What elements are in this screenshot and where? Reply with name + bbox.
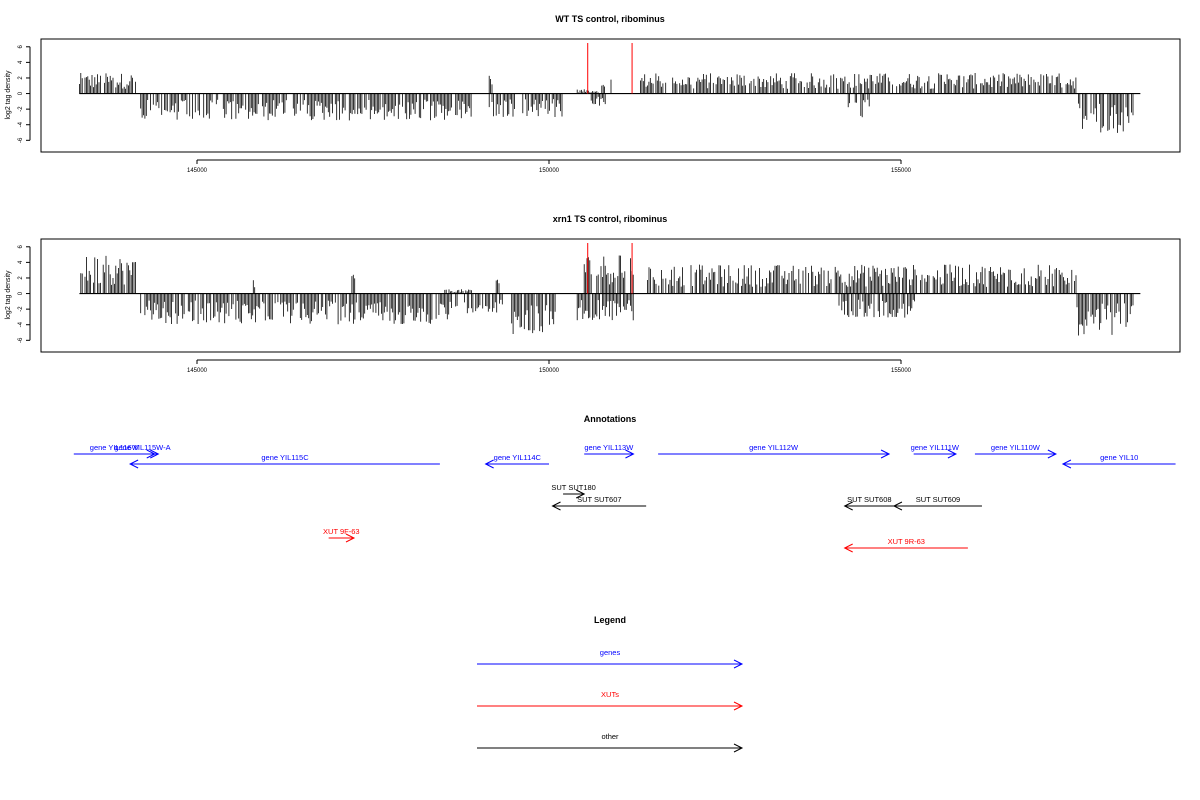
feature-arrow-head [843,543,853,553]
feature-arrow-head [484,459,494,469]
legend-arrow-head [733,701,744,711]
feature-label: gene YIL110W [991,443,1041,452]
feature-label: SUT SUT180 [551,483,595,492]
y-tick-label: 4 [18,260,24,264]
feature: gene YIL113W [584,443,635,459]
feature-arrow-head [947,449,958,459]
bar-group [80,255,1134,336]
feature-label: gene YIL116W [90,443,140,452]
marker-group [587,43,633,94]
y-axis-label: log2 tag density [5,70,12,120]
feature-arrow-head [892,501,903,511]
feature-arrow-head [129,459,139,469]
feature: gene YIL110W [974,443,1057,459]
x-tick-label: 155000 [891,368,912,374]
legend-title: Legend [594,615,626,625]
feature-label: SUT SUT608 [847,495,891,504]
plot-frame [40,38,1181,153]
legend-item: XUTs [477,690,744,711]
feature-label: SUT SUT609 [916,495,960,504]
feature-arrow-head [345,533,356,543]
y-tick-label: 0 [18,291,24,295]
feature-label: gene YIL115W-A [114,443,170,452]
feature-label: gene YIL111W [911,443,960,452]
legend-label: other [601,732,619,741]
x-axis: 145000 150000 155000 [187,359,912,374]
feature: gene YIL114C [484,453,549,469]
x-tick-label: 145000 [187,168,208,174]
feature-label: SUT SUT607 [577,495,621,504]
y-tick-label: 2 [18,76,24,80]
legend-item: other [477,732,744,753]
y-tick-label: 4 [18,60,24,64]
annotations-title: Annotations [584,414,637,424]
feature: SUT SUT608 [843,495,894,511]
feature: SUT SUT607 [551,495,647,511]
y-tick-label: -4 [18,121,24,127]
feature: XUT 9R-63 [843,537,968,553]
y-tick-label: 0 [18,91,24,95]
track-panel-xrn1: xrn1 TS control, ribominus log2 tag dens… [5,214,1181,374]
y-tick-label: 6 [18,244,24,248]
feature: XUT 9F-63 [323,527,360,543]
x-tick-label: 150000 [539,368,560,374]
x-tick-label: 145000 [187,368,208,374]
feature-label: XUT 9F-63 [323,527,360,536]
legend-label: XUTs [601,690,619,699]
y-axis: -6 -4 -2 0 2 4 6 [18,44,31,143]
track-panel-wt: WT TS control, ribominus log2 tag densit… [5,14,1181,174]
feature-arrow-head [1047,449,1057,459]
y-axis: -6 -4 -2 0 2 4 6 [18,244,31,343]
legend-items: genes XUTs other [477,648,744,753]
y-tick-label: -4 [18,321,24,327]
feature: gene YIL111W [911,443,960,459]
x-tick-label: 155000 [891,168,912,174]
legend-panel: Legend genes XUTs other [477,615,744,753]
legend-arrow-head [733,659,744,669]
feature-arrow-head [1061,459,1072,469]
bar-group [79,73,1134,133]
legend-item: genes [477,648,744,669]
feature-label: gene YIL112W [749,443,799,452]
feature: SUT SUT180 [551,483,596,499]
y-tick-label: -6 [18,337,24,343]
feature: gene YIL115W-A [114,443,171,459]
marker-group [587,243,633,294]
legend-arrow-head [733,743,744,753]
plot-frame [40,238,1181,353]
feature-label: gene YIL113W [584,443,634,452]
feature-arrow-head [551,501,561,511]
y-tick-label: 6 [18,44,24,48]
y-axis-label: log2 tag density [5,270,12,320]
y-tick-label: -2 [18,106,24,112]
x-tick-label: 150000 [539,168,560,174]
feature-arrow-head [843,501,853,511]
feature-label: gene YIL115C [261,453,309,462]
feature: gene YIL112W [658,443,891,459]
feature-arrow-head [150,449,160,459]
legend-label: genes [600,648,621,657]
feature-label: gene YIL114C [494,453,542,462]
feature: SUT SUT609 [892,495,982,511]
feature-arrow-head [880,449,891,459]
feature: gene YIL115C [129,453,440,469]
panel-title: WT TS control, ribominus [555,14,665,24]
feature: gene YIL10 [1061,453,1176,469]
panel-title: xrn1 TS control, ribominus [553,214,668,224]
y-tick-label: 2 [18,276,24,280]
feature-arrow-head [625,449,635,459]
feature-label: XUT 9R-63 [888,537,925,546]
feature-label: gene YIL10 [1100,453,1138,462]
y-tick-label: -6 [18,137,24,143]
feature-arrow-head [575,489,586,499]
x-axis: 145000 150000 155000 [187,159,912,174]
y-tick-label: -2 [18,306,24,312]
